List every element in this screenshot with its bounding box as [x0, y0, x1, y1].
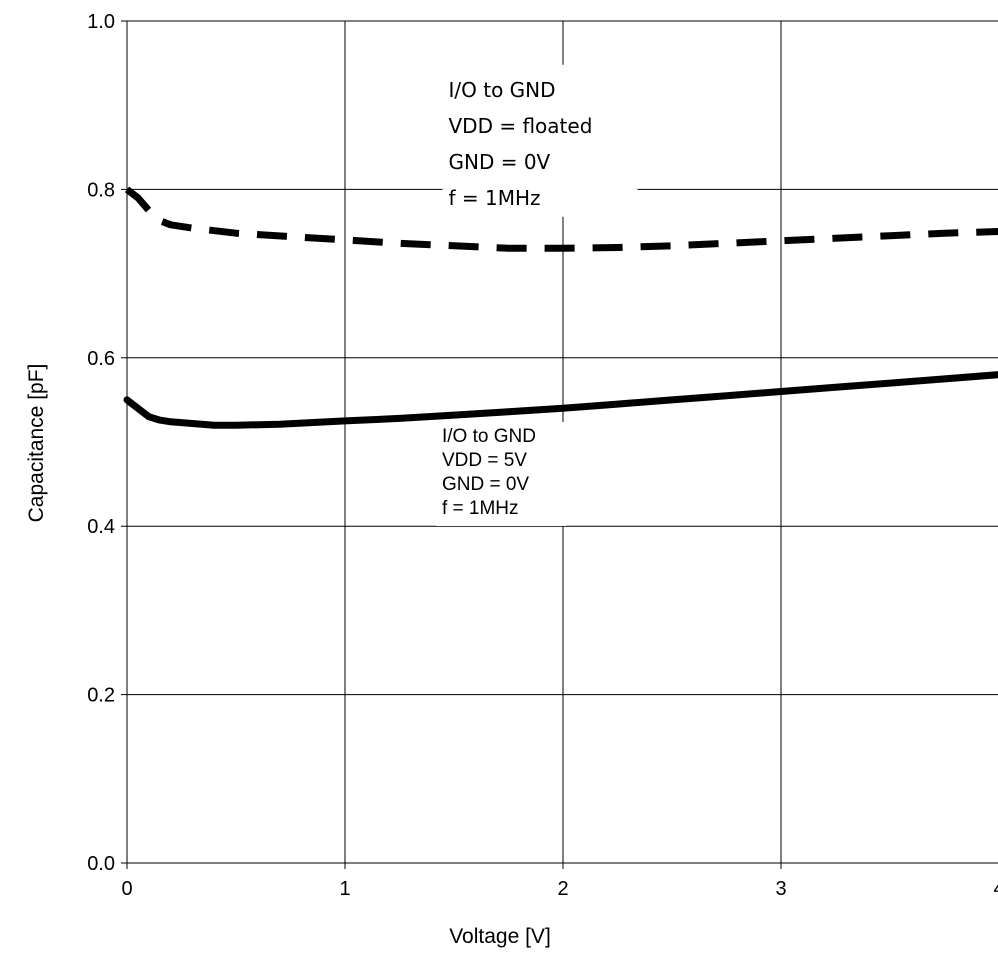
annotation-line: I/O to GND [449, 78, 556, 102]
x-tick-label: 2 [557, 878, 568, 900]
x-tick-label: 3 [775, 878, 786, 900]
x-axis-title: Voltage [V] [449, 925, 551, 948]
annotation-line: VDD = 5V [442, 450, 527, 471]
x-tick-label: 0 [121, 878, 132, 900]
annotation-line: GND = 0V [442, 474, 529, 495]
series-group [123, 186, 998, 429]
x-tick-label: 1 [339, 878, 350, 900]
annotation-line: GND = 0V [449, 150, 551, 174]
axes: 0.0 0.2 0.4 0.6 0.8 1.0 0 1 2 3 4 [87, 11, 998, 900]
series-line-dashed [124, 186, 998, 252]
y-axis-title: Capacitance [pF] [25, 364, 48, 523]
y-tick-label: 0.8 [87, 179, 115, 201]
annotation-box [442, 64, 638, 217]
annotation-line: f = 1MHz [449, 186, 541, 210]
annotations: I/O to GND VDD = floated GND = 0V f = 1MHz I… [435, 64, 638, 526]
x-tick-label: 4 [993, 878, 998, 900]
annotation-line: f = 1MHz [442, 498, 519, 519]
series-line-solid [123, 371, 998, 429]
y-tick-label: 0.0 [87, 853, 115, 875]
annotation-line: I/O to GND [442, 426, 536, 447]
y-tick-label: 0.2 [87, 685, 115, 707]
y-tick-label: 0.6 [87, 348, 115, 370]
y-tick-label: 1.0 [87, 11, 115, 33]
annotation-box [435, 422, 566, 526]
y-tick-label: 0.4 [87, 516, 115, 538]
annotation-line: VDD = floated [449, 114, 593, 138]
